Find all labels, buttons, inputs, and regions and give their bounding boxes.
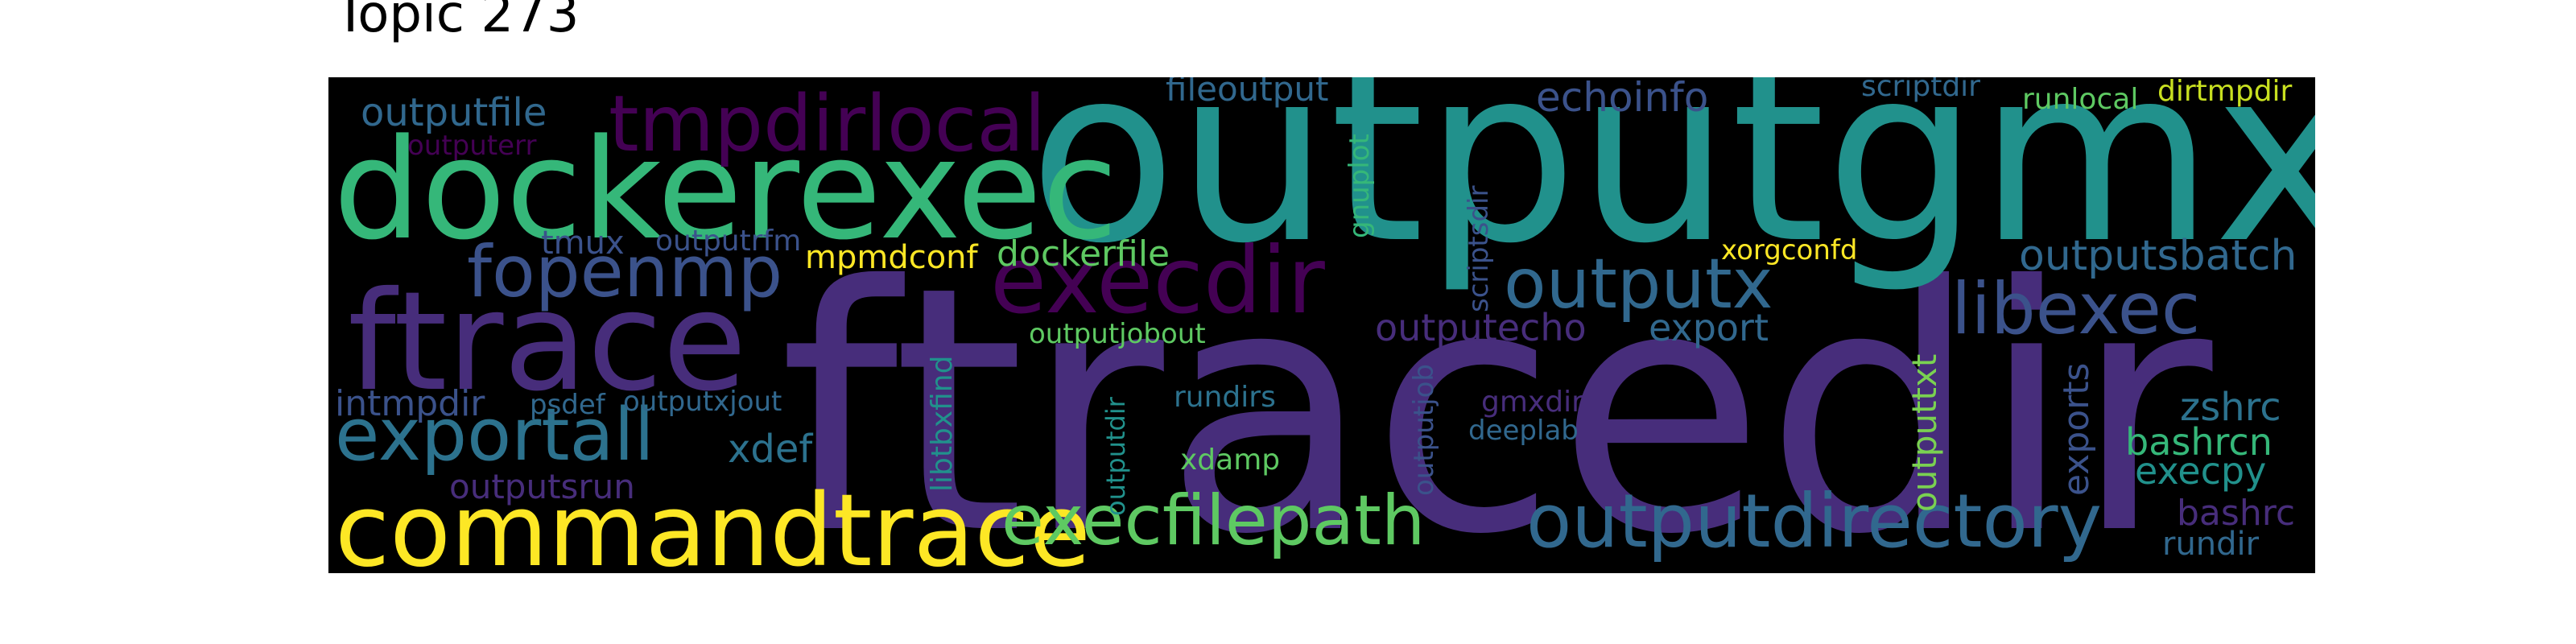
word-cloud-term: outputdir	[1100, 397, 1131, 516]
word-cloud-term: libtbxfind	[926, 355, 959, 492]
word-cloud-term: gmxdir	[1481, 386, 1583, 419]
word-cloud-term: execdir	[990, 227, 1325, 334]
word-cloud-term: runlocal	[2022, 83, 2139, 116]
word-cloud-term: outputgmx	[1029, 77, 2315, 296]
word-cloud-term: ftracedir	[779, 215, 2213, 574]
word-cloud-term: outputjobout	[1029, 318, 1206, 350]
word-cloud-term: xdef	[728, 427, 813, 472]
word-cloud-term: xorgconfd	[1721, 234, 1858, 266]
page-title: Topic 273	[335, 0, 580, 44]
word-cloud-term: libexec	[1951, 267, 2201, 350]
word-cloud-term: deeplab	[1468, 415, 1579, 447]
word-cloud-term: outputtxt	[1905, 353, 1944, 512]
word-cloud-term: xdamp	[1180, 444, 1281, 477]
word-cloud-term: intmpdir	[335, 383, 485, 424]
word-cloud-term: commandtrace	[335, 473, 1091, 573]
word-cloud-term: execpy	[2135, 449, 2267, 493]
word-cloud-term: execfilepath	[1001, 481, 1426, 561]
word-cloud-term: rundirs	[1174, 381, 1276, 414]
word-cloud-term: fopenmp	[467, 230, 783, 313]
word-cloud-term: scriptsdir	[1463, 185, 1495, 312]
word-cloud-term: export	[1649, 306, 1769, 349]
word-cloud-term: dirtmpdir	[2157, 77, 2293, 108]
word-cloud-term: gnuplot	[1344, 134, 1376, 238]
word-cloud-term: exportall	[335, 393, 654, 477]
word-cloud-term: ftrace	[348, 262, 747, 422]
word-cloud-term: fileoutput	[1166, 77, 1329, 109]
word-cloud-term: rundir	[2162, 526, 2260, 563]
word-cloud-term: outputdirectory	[1526, 478, 2103, 564]
word-cloud-term: bashrc	[2177, 493, 2296, 534]
word-cloud-term: outputsrun	[449, 467, 635, 506]
word-cloud-term: mpmdconf	[805, 239, 978, 276]
word-cloud-term: psdef	[530, 389, 605, 421]
word-cloud-term: exports	[2056, 362, 2097, 496]
word-cloud-term: zshrc	[2180, 385, 2281, 430]
word-cloud-term: outputerr	[407, 130, 537, 162]
word-cloud-term: dockerfile	[997, 233, 1170, 275]
word-cloud-term: outputfile	[361, 90, 547, 135]
word-cloud-term: dockerexec	[333, 109, 1118, 270]
word-cloud-term: outputxjout	[623, 386, 782, 418]
word-cloud-term: echoinfo	[1536, 77, 1709, 121]
word-cloud-term: outputx	[1504, 244, 1773, 324]
word-cloud-term: outputrfm	[655, 225, 802, 258]
word-cloud-term: tmux	[541, 225, 625, 262]
word-cloud: ftracedir outputgmx dockerexec commandtrace…	[328, 77, 2315, 573]
word-cloud-term: outputjob	[1408, 364, 1440, 496]
word-cloud-term: outputecho	[1375, 306, 1587, 349]
word-cloud-term: scriptdir	[1861, 77, 1980, 103]
word-cloud-term: outputsbatch	[2019, 232, 2297, 280]
word-cloud-term: bashrcn	[2125, 420, 2273, 464]
word-cloud-term: tmpdirlocal	[609, 79, 1046, 169]
